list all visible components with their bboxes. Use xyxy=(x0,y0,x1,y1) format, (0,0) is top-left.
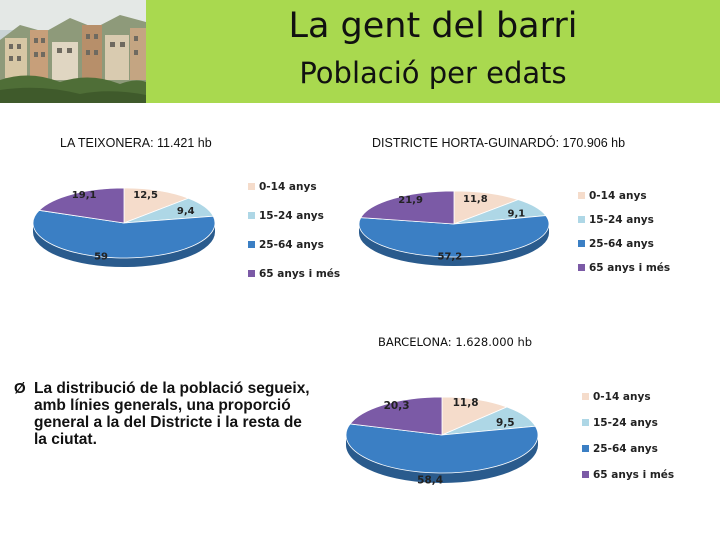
pie-slice-25-64 xyxy=(358,215,550,258)
legend-label-15-24: 15-24 anys xyxy=(593,417,658,429)
pie-side-25-64 xyxy=(33,223,215,267)
pie-value-label-0-14: 11,8 xyxy=(453,397,479,409)
legend-label-25-64: 25-64 anys xyxy=(593,443,658,455)
pie-slice-25-64 xyxy=(345,423,539,474)
legend-swatch-65 xyxy=(582,471,589,478)
legend-label-15-24: 15-24 anys xyxy=(589,214,654,226)
pie-side-25-64 xyxy=(346,435,538,483)
legend-swatch-0-14 xyxy=(582,393,589,400)
legend-label-65: 65 anys i més xyxy=(589,262,670,274)
legend-label-0-14: 0-14 anys xyxy=(589,190,647,202)
page-title: La gent del barri xyxy=(288,6,578,46)
chart-title-barcelona: BARCELONA: 1.628.000 hb xyxy=(378,335,533,349)
pie-slice-65 xyxy=(38,187,125,224)
pie-slice-0-14 xyxy=(441,396,508,436)
legend-label-65: 65 anys i més xyxy=(593,469,674,481)
legend-label-15-24: 15-24 anys xyxy=(259,210,324,222)
chart-title-teixonera: LA TEIXONERA: 11.421 hb xyxy=(60,136,212,150)
pie-value-label-0-14: 11,8 xyxy=(463,194,488,205)
header-bar: La gent del barri Població per edats xyxy=(0,0,720,103)
pie-value-label-15-24: 9,1 xyxy=(508,208,526,219)
pie-value-label-15-24: 9,5 xyxy=(496,417,515,429)
pie-value-label-25-64: 58,4 xyxy=(417,475,443,487)
pie-slice-65 xyxy=(349,396,443,436)
pie-slice-0-14 xyxy=(123,187,190,224)
pie-slice-65 xyxy=(360,190,455,225)
legend-label-25-64: 25-64 anys xyxy=(259,239,324,251)
legend-swatch-65 xyxy=(578,264,585,271)
neighborhood-photo xyxy=(0,0,146,103)
legend-label-0-14: 0-14 anys xyxy=(259,181,317,193)
pie-value-label-65: 19,1 xyxy=(72,190,97,201)
summary-text: La distribució de la població segueix, a… xyxy=(34,380,310,448)
pie-value-label-25-64: 59 xyxy=(94,252,108,263)
pie-chart-barcelona: 11,8 9,5 58,4 20,3 0-14 anys 15-24 anys 25-64 … xyxy=(345,391,674,487)
pie-value-label-15-24: 9,4 xyxy=(177,206,195,217)
legend-label-25-64: 25-64 anys xyxy=(589,238,654,250)
chart-title-horta-guinardo: DISTRICTE HORTA-GUINARDÓ: 170.906 hb xyxy=(372,136,626,150)
legend-swatch-15-24 xyxy=(582,419,589,426)
legend-swatch-15-24 xyxy=(578,216,585,223)
legend-swatch-25-64 xyxy=(578,240,585,247)
page-subtitle: Població per edats xyxy=(299,56,567,90)
pie-value-label-65: 20,3 xyxy=(384,400,410,412)
legend-swatch-65 xyxy=(248,270,255,277)
summary-bullet: Ø La distribució de la població segueix,… xyxy=(14,380,314,448)
arrow-bullet-icon: Ø xyxy=(14,380,26,397)
pie-value-label-0-14: 12,5 xyxy=(133,190,158,201)
pie-slice-25-64 xyxy=(32,209,216,259)
pie-chart-teixonera: 12,5 9,4 59 19,1 0-14 anys 15-24 anys 25-64 an… xyxy=(32,181,340,280)
legend-label-0-14: 0-14 anys xyxy=(593,391,651,403)
pie-chart-horta-guinardo: 11,8 9,1 57,2 21,9 0-14 anys 15-24 anys 25-64 … xyxy=(358,190,670,274)
legend-swatch-0-14 xyxy=(248,183,255,190)
legend-label-65: 65 anys i més xyxy=(259,268,340,280)
pie-side-25-64 xyxy=(359,224,549,266)
legend-swatch-25-64 xyxy=(582,445,589,452)
pie-value-label-65: 21,9 xyxy=(398,195,423,206)
pie-slice-0-14 xyxy=(453,190,520,225)
legend-swatch-0-14 xyxy=(578,192,585,199)
legend-swatch-15-24 xyxy=(248,212,255,219)
legend-swatch-25-64 xyxy=(248,241,255,248)
pie-value-label-25-64: 57,2 xyxy=(438,251,463,262)
